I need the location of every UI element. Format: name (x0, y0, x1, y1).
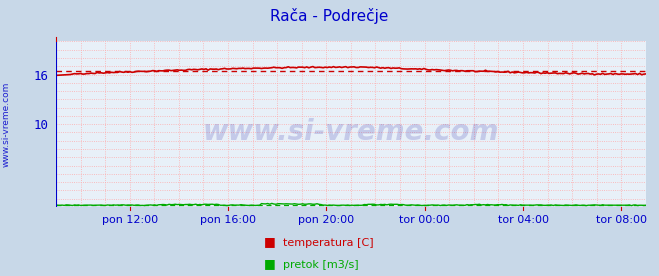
Text: ■: ■ (264, 235, 275, 248)
Text: www.si-vreme.com: www.si-vreme.com (203, 118, 499, 147)
Text: temperatura [C]: temperatura [C] (283, 238, 374, 248)
Text: www.si-vreme.com: www.si-vreme.com (2, 81, 11, 167)
Text: ■: ■ (264, 258, 275, 270)
Text: pretok [m3/s]: pretok [m3/s] (283, 261, 359, 270)
Text: Rača - Podrečje: Rača - Podrečje (270, 8, 389, 24)
